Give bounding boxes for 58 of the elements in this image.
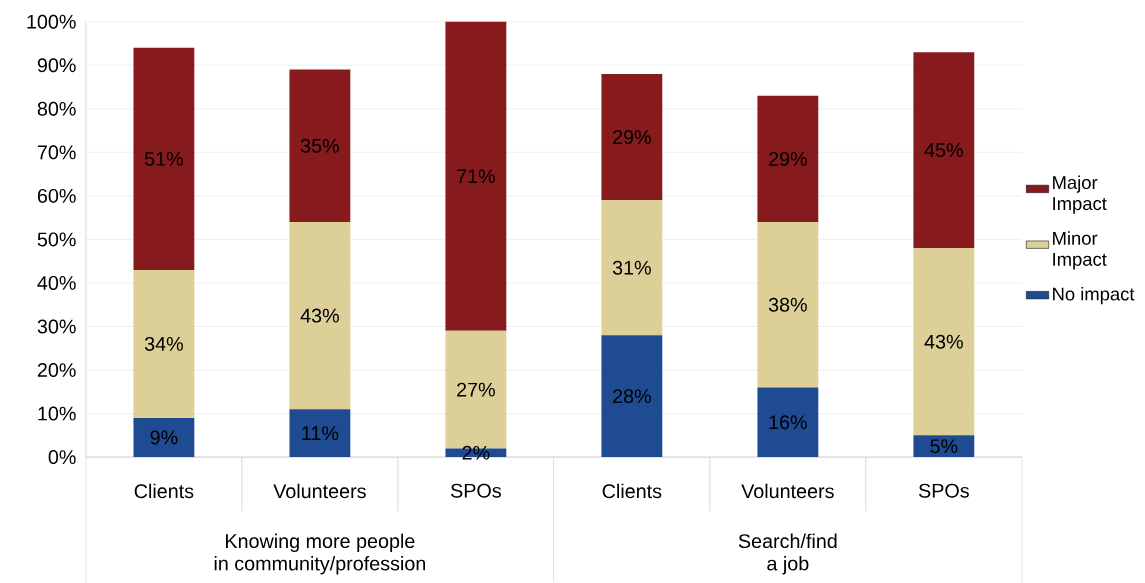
- bar: [913, 52, 975, 249]
- x-tick-label: Volunteers: [741, 483, 834, 499]
- y-tick-label: 70%: [37, 145, 76, 160]
- data-label: 5%: [930, 439, 958, 454]
- bar: [445, 21, 507, 331]
- data-label: 43%: [300, 308, 339, 323]
- y-tick-label: 30%: [37, 319, 76, 334]
- data-label: 45%: [924, 143, 963, 158]
- data-label: 43%: [924, 334, 963, 349]
- data-label: 29%: [769, 152, 807, 166]
- y-tick-label: 10%: [38, 406, 76, 421]
- data-label: 31%: [612, 260, 651, 275]
- y-tick-label: 100%: [27, 14, 76, 29]
- y-tick-label: 60%: [37, 189, 76, 203]
- x-tick-label: Clients: [602, 483, 662, 499]
- y-tick-label: 40%: [37, 276, 76, 291]
- data-label: 35%: [300, 138, 339, 153]
- bar: [601, 335, 663, 458]
- data-label: 9%: [150, 430, 178, 445]
- y-tick-label: 50%: [37, 232, 76, 247]
- bar: [757, 387, 819, 458]
- text: Knowing more people: [226, 533, 415, 553]
- x-tick-label: Clients: [134, 483, 194, 499]
- text: Search/find: [738, 533, 837, 549]
- bar: [601, 74, 663, 201]
- data-label: 16%: [769, 415, 807, 430]
- data-label: 38%: [768, 297, 807, 312]
- y-tick-label: 20%: [37, 363, 76, 378]
- legend-label: Minor Impact: [1053, 231, 1107, 270]
- x-tick-label: Volunteers: [273, 483, 366, 499]
- bar: [289, 222, 351, 410]
- text: a job: [767, 556, 809, 575]
- data-label: 28%: [613, 389, 651, 404]
- data-label: 51%: [144, 152, 183, 166]
- data-label: 71%: [457, 169, 495, 184]
- legend-label: Major Impact: [1053, 175, 1107, 214]
- bar: [133, 270, 195, 419]
- data-label: 29%: [613, 130, 651, 145]
- x-tick-label: SPOs: [918, 483, 969, 498]
- y-tick-label: 0%: [48, 450, 76, 465]
- bar: [133, 418, 195, 458]
- bar: [289, 409, 351, 458]
- bar: [913, 248, 975, 436]
- x-tick-label: SPOs: [450, 483, 501, 498]
- text: in community/profession: [214, 556, 426, 575]
- legend-label: No impact: [1053, 287, 1135, 305]
- bar: [913, 435, 975, 458]
- bar: [757, 95, 819, 223]
- data-label: 27%: [457, 382, 495, 397]
- data-label: 34%: [144, 337, 183, 352]
- y-tick-label: 90%: [37, 58, 76, 73]
- bar: [289, 69, 351, 223]
- bar: [601, 200, 663, 336]
- y-tick-label: 80%: [37, 101, 76, 116]
- data-label: 2%: [462, 445, 490, 460]
- bar: [133, 47, 195, 271]
- data-label: 11%: [302, 426, 339, 441]
- bar: [757, 222, 819, 388]
